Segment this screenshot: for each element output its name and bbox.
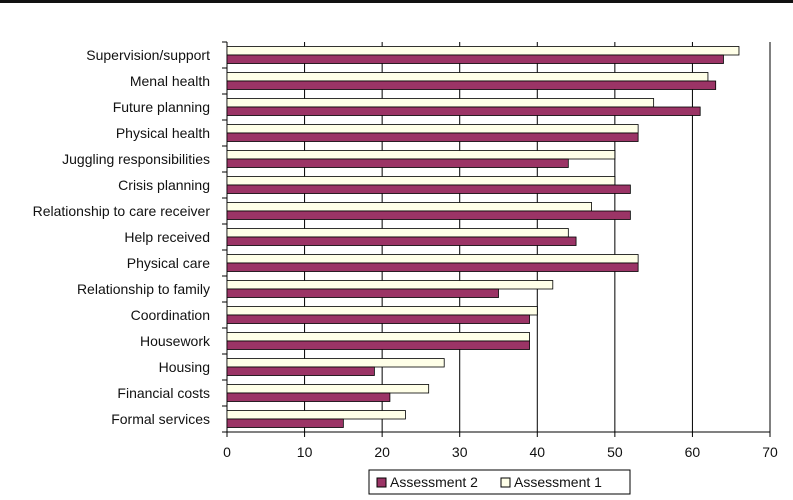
x-tick-label: 40 (529, 444, 545, 460)
bar-assessment-2-financial-costs (226, 392, 391, 402)
bar-assessment-1-coordination (226, 306, 538, 316)
bar-assessment-1-formal-services (226, 410, 406, 420)
bar-assessment-2-physical-care (226, 262, 639, 272)
x-tick-label: 20 (374, 444, 390, 460)
bar-assessment-2-housing (226, 366, 375, 376)
bar-assessment-1-relationship-to-care-receiver (226, 202, 592, 212)
category-label-formal-services: Formal services (111, 411, 210, 427)
bar-assessment-1-housework (226, 332, 530, 342)
bar-assessment-1-relationship-to-family (226, 280, 554, 290)
bar-assessment-2-supervision-support (226, 54, 724, 64)
bar-assessment-1-future-planning (226, 98, 655, 108)
category-label-supervision-support: Supervision/support (86, 47, 210, 63)
category-label-physical-health: Physical health (116, 125, 210, 141)
category-label-crisis-planning: Crisis planning (118, 177, 210, 193)
category-label-housework: Housework (140, 333, 211, 349)
bar-assessment-1-financial-costs (226, 384, 430, 394)
bar-assessment-2-housework (226, 340, 530, 350)
bar-assessment-1-juggling-responsibilities (226, 150, 616, 160)
bar-assessment-2-relationship-to-family (226, 288, 499, 298)
x-tick-label: 70 (762, 444, 778, 460)
bar-assessment-1-physical-health (226, 124, 639, 134)
bar-assessment-1-physical-care (226, 254, 639, 264)
legend-swatch-assessment-2 (376, 477, 387, 488)
category-label-physical-care: Physical care (127, 255, 210, 271)
x-tick-label: 60 (685, 444, 701, 460)
bar-assessment-2-future-planning (226, 106, 701, 116)
bar-assessment-2-juggling-responsibilities (226, 158, 569, 168)
bar-assessment-1-crisis-planning (226, 176, 616, 186)
bar-assessment-1-housing (226, 358, 445, 368)
bar-assessment-2-relationship-to-care-receiver (226, 210, 631, 220)
bar-assessment-1-help-received (226, 228, 569, 238)
category-label-help-received: Help received (124, 229, 210, 245)
bar-assessment-2-menal-health (226, 80, 717, 90)
legend-label-assessment-1: Assessment 1 (514, 474, 602, 490)
x-tick-label: 10 (297, 444, 313, 460)
category-label-juggling-responsibilities: Juggling responsibilities (62, 151, 210, 167)
legend-swatch-assessment-1 (500, 477, 511, 488)
bar-assessment-2-help-received (226, 236, 577, 246)
bar-assessment-1-supervision-support (226, 46, 740, 56)
legend: Assessment 2 Assessment 1 (368, 469, 631, 495)
plot-area: Supervision/support Menal health Future pl… (33, 41, 778, 460)
legend-label-assessment-2: Assessment 2 (390, 474, 478, 490)
bar-assessment-2-crisis-planning (226, 184, 631, 194)
x-tick-label: 0 (223, 444, 231, 460)
category-label-financial-costs: Financial costs (117, 385, 210, 401)
bar-assessment-2-coordination (226, 314, 530, 324)
category-label-coordination: Coordination (131, 307, 210, 323)
top-rule (0, 0, 793, 3)
bar-assessment-2-formal-services (226, 418, 344, 428)
bar-assessment-1-menal-health (226, 72, 709, 82)
x-tick-label: 50 (607, 444, 623, 460)
bar-assessment-2-physical-health (226, 132, 639, 142)
category-label-housing: Housing (159, 359, 210, 375)
category-label-relationship-to-care-receiver: Relationship to care receiver (33, 203, 211, 219)
category-label-future-planning: Future planning (113, 99, 210, 115)
category-label-menal-health: Menal health (130, 73, 210, 89)
category-label-relationship-to-family: Relationship to family (77, 281, 210, 297)
x-tick-label: 30 (452, 444, 468, 460)
legend-box (368, 469, 631, 495)
